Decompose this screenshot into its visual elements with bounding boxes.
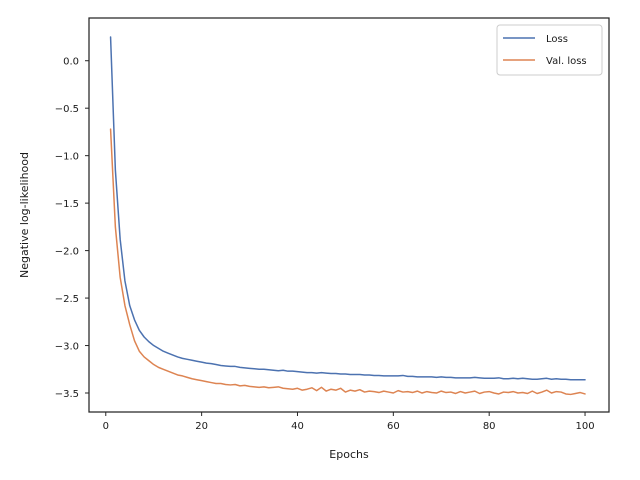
y-tick-label: −1.5 bbox=[55, 199, 79, 210]
y-axis-label: Negative log-likelihood bbox=[18, 152, 31, 278]
legend-box bbox=[496, 24, 603, 76]
x-tick-label: 100 bbox=[575, 421, 594, 432]
legend: Loss Val. loss bbox=[496, 24, 603, 76]
y-tick-label: −2.0 bbox=[55, 247, 79, 258]
x-tick-label: 20 bbox=[195, 421, 208, 432]
x-tick-label: 40 bbox=[291, 421, 304, 432]
x-tick-label: 0 bbox=[103, 421, 109, 432]
legend-label-val-loss: Val. loss bbox=[546, 56, 587, 67]
y-axis-ticks: 0.0 −0.5 −1.0 −1.5 −2.0 −2.5 −3.0 −3.5 bbox=[55, 57, 89, 400]
x-axis-label: Epochs bbox=[329, 448, 369, 461]
x-tick-label: 60 bbox=[387, 421, 400, 432]
x-tick-label: 80 bbox=[483, 421, 496, 432]
x-axis-ticks: 0 20 40 60 80 100 bbox=[103, 412, 595, 432]
y-tick-label: −3.5 bbox=[55, 389, 79, 400]
legend-label-loss: Loss bbox=[546, 34, 568, 45]
series-line-1 bbox=[109, 128, 586, 396]
y-tick-label: −2.5 bbox=[55, 294, 79, 305]
plot-lines bbox=[109, 36, 586, 396]
plot-frame bbox=[88, 17, 610, 413]
series-line-0 bbox=[109, 36, 586, 381]
y-tick-label: 0.0 bbox=[63, 57, 79, 68]
y-tick-label: −0.5 bbox=[55, 104, 79, 115]
y-tick-label: −1.0 bbox=[55, 152, 79, 163]
y-tick-label: −3.0 bbox=[55, 342, 79, 353]
